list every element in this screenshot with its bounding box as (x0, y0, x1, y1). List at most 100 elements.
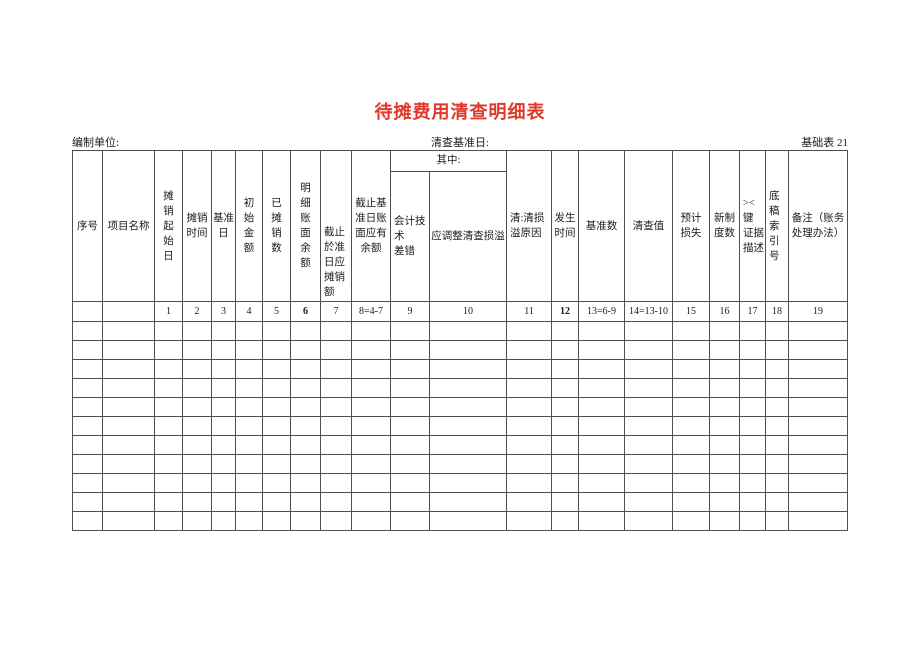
empty-cell (709, 378, 741, 398)
empty-cell (154, 511, 183, 531)
empty-cell (739, 359, 767, 379)
column-number: 7 (320, 301, 352, 322)
empty-cell (624, 416, 674, 436)
column-header-serial-number: 序号 (72, 150, 103, 302)
empty-cell (788, 473, 849, 493)
empty-cell (351, 340, 391, 360)
empty-cell (788, 454, 849, 474)
empty-cell (672, 397, 711, 417)
empty-cell (506, 340, 553, 360)
empty-cell (624, 397, 674, 417)
table-row (72, 416, 849, 436)
empty-cell (72, 321, 103, 341)
prepared-by-label: 编制单位: (72, 137, 120, 149)
empty-cell (709, 473, 741, 493)
empty-cell (320, 473, 352, 493)
table-row (72, 359, 849, 379)
empty-cell (624, 340, 674, 360)
empty-cell (709, 435, 741, 455)
empty-cell (578, 511, 626, 531)
empty-cell (102, 321, 155, 341)
empty-cell (320, 492, 352, 512)
column-header-amortization-start-date: 摊 销 起 始 日 (154, 150, 183, 302)
empty-cell (262, 416, 291, 436)
empty-cell (182, 321, 212, 341)
empty-cell (788, 378, 849, 398)
empty-cell (709, 454, 741, 474)
empty-cell (102, 359, 155, 379)
empty-cell (551, 492, 580, 512)
column-number: 12 (551, 301, 580, 322)
empty-cell (428, 473, 508, 493)
empty-cell (102, 473, 155, 493)
empty-cell (765, 416, 790, 436)
empty-cell (428, 511, 508, 531)
empty-cell (672, 473, 711, 493)
empty-cell (788, 321, 849, 341)
empty-cell (551, 511, 580, 531)
empty-cell (788, 435, 849, 455)
column-number: 11 (506, 301, 553, 322)
column-number: 16 (709, 301, 741, 322)
empty-cell (290, 321, 321, 341)
empty-cell (428, 321, 508, 341)
empty-cell (320, 378, 352, 398)
empty-cell (182, 511, 212, 531)
empty-cell (182, 435, 212, 455)
empty-cell (765, 397, 790, 417)
empty-cell (624, 454, 674, 474)
empty-cell (72, 378, 103, 398)
column-number (102, 301, 155, 322)
empty-cell (624, 511, 674, 531)
empty-cell (154, 378, 183, 398)
empty-cell (290, 340, 321, 360)
empty-cell (235, 511, 263, 531)
empty-cell (624, 473, 674, 493)
empty-cell (390, 473, 430, 493)
empty-cell (211, 454, 236, 474)
empty-cell (390, 435, 430, 455)
empty-cell (551, 340, 580, 360)
table-row (72, 492, 849, 512)
column-number: 18 (765, 301, 790, 322)
empty-cell (624, 359, 674, 379)
empty-cell (72, 454, 103, 474)
table-row (72, 378, 849, 398)
empty-cell (102, 416, 155, 436)
empty-cell (551, 321, 580, 341)
empty-cell (351, 435, 391, 455)
empty-cell (72, 511, 103, 531)
empty-cell (739, 435, 767, 455)
empty-cell (320, 416, 352, 436)
column-header-estimated-loss: 预计 损失 (672, 150, 711, 302)
empty-cell (235, 473, 263, 493)
column-number: 1 (154, 301, 183, 322)
form-code: 基础表 21 (801, 137, 849, 149)
empty-cell (290, 511, 321, 531)
empty-cell (739, 473, 767, 493)
empty-cell (182, 340, 212, 360)
empty-cell (351, 321, 391, 341)
table-row (72, 321, 849, 341)
empty-cell (154, 359, 183, 379)
column-header-key-evidence-description: ><键 证据 描述 (739, 150, 767, 302)
empty-cell (262, 473, 291, 493)
empty-cell (102, 435, 155, 455)
empty-cell (551, 397, 580, 417)
empty-cell (211, 340, 236, 360)
empty-cell (765, 340, 790, 360)
empty-cell (739, 378, 767, 398)
header-row-top: 序号 项目名称 摊 销 起 始 日 摊销 时间 基准 日 初 始 金 额 已 摊… (72, 150, 849, 302)
table-row (72, 435, 849, 455)
empty-cell (765, 321, 790, 341)
column-header-inventory-gain-loss-reason: 清:清损 溢原因 (506, 150, 553, 302)
meta-row: 编制单位: 清查基准日: 基础表 21 (72, 136, 848, 150)
empty-cell (154, 454, 183, 474)
empty-cell (262, 340, 291, 360)
empty-cell (709, 511, 741, 531)
empty-cell (351, 473, 391, 493)
empty-cell (235, 416, 263, 436)
empty-cell (709, 492, 741, 512)
empty-cell (739, 397, 767, 417)
column-header-initial-amount: 初 始 金 额 (235, 150, 263, 302)
